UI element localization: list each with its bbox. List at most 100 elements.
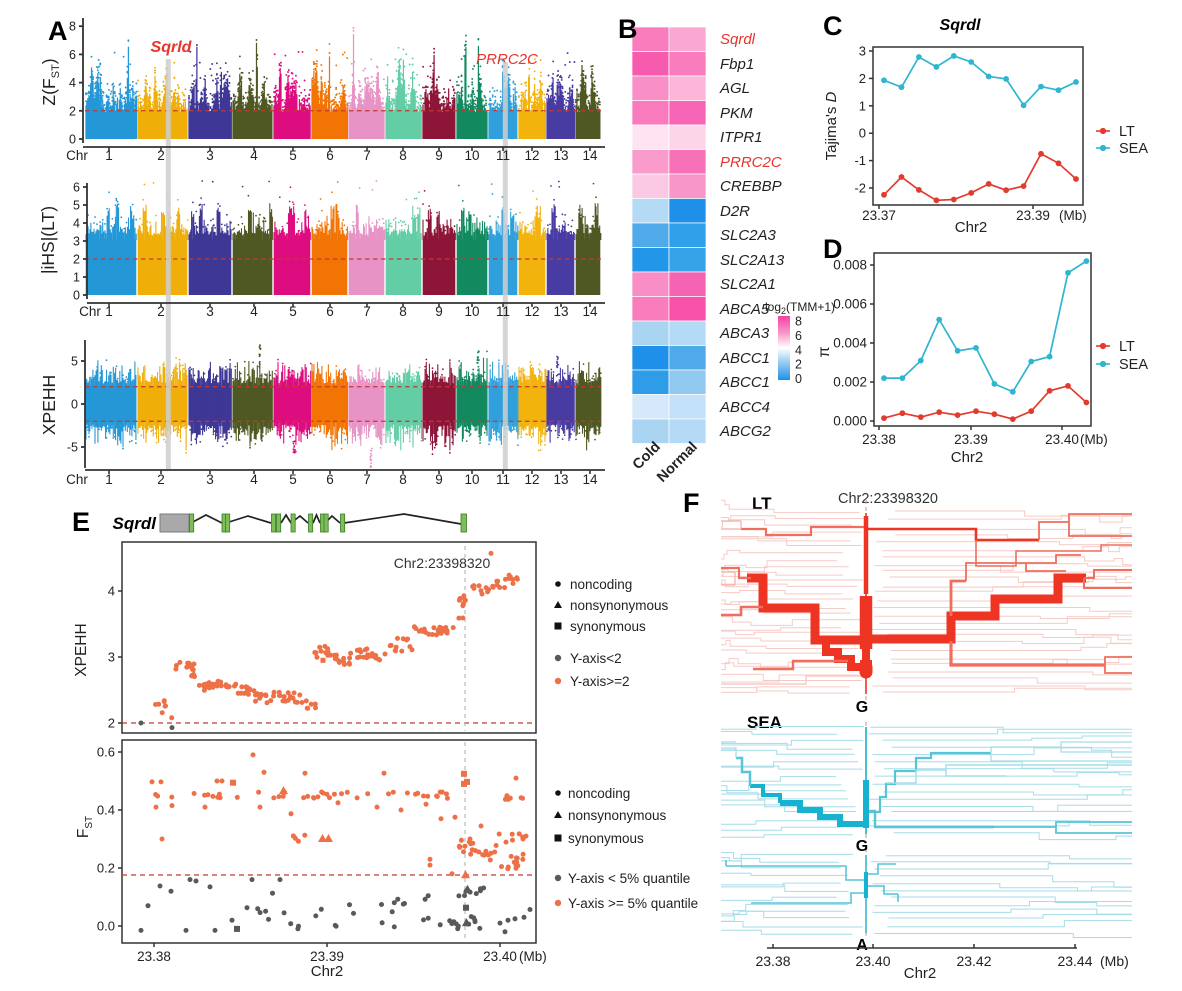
- svg-text:4: 4: [250, 472, 258, 487]
- svg-text:XPEHH: XPEHH: [73, 623, 90, 676]
- svg-text:Y-axis>=2: Y-axis>=2: [570, 674, 630, 689]
- svg-text:6: 6: [795, 329, 802, 343]
- svg-text:6: 6: [326, 304, 334, 319]
- svg-text:2: 2: [108, 716, 115, 731]
- svg-text:23.40: 23.40: [1045, 432, 1079, 447]
- svg-text:|iHS|(LT): |iHS|(LT): [38, 206, 58, 274]
- svg-text:11: 11: [496, 148, 510, 163]
- svg-text:7: 7: [363, 304, 371, 319]
- svg-text:π: π: [816, 346, 833, 357]
- svg-text:SLC2A1: SLC2A1: [720, 276, 776, 293]
- svg-text:Fbp1: Fbp1: [720, 56, 754, 73]
- svg-text:ABCG2: ABCG2: [719, 423, 772, 440]
- svg-text:2: 2: [69, 104, 76, 118]
- svg-text:0: 0: [859, 126, 866, 141]
- svg-text:Y-axis < 5% quantile: Y-axis < 5% quantile: [568, 871, 690, 886]
- svg-text:1: 1: [105, 304, 113, 319]
- svg-text:14: 14: [582, 304, 598, 319]
- svg-text:2: 2: [795, 358, 802, 372]
- svg-text:9: 9: [435, 472, 443, 487]
- svg-text:Chr: Chr: [66, 148, 88, 163]
- svg-text:14: 14: [582, 472, 598, 487]
- svg-text:1: 1: [73, 271, 80, 285]
- svg-text:(Mb): (Mb): [1080, 432, 1108, 447]
- svg-text:-5: -5: [67, 441, 78, 455]
- svg-text:B: B: [618, 14, 638, 44]
- svg-text:Tajima's D: Tajima's D: [823, 91, 840, 160]
- svg-text:10: 10: [464, 304, 479, 319]
- svg-text:8: 8: [399, 304, 407, 319]
- svg-text:noncoding: noncoding: [568, 786, 630, 801]
- svg-text:2: 2: [73, 253, 80, 267]
- svg-text:Chr2:23398320: Chr2:23398320: [394, 555, 491, 571]
- svg-text:12: 12: [524, 304, 539, 319]
- svg-text:ABCA5: ABCA5: [719, 301, 770, 318]
- svg-text:23.38: 23.38: [137, 949, 171, 964]
- svg-text:synonymous: synonymous: [570, 619, 646, 634]
- svg-text:0.4: 0.4: [97, 803, 115, 818]
- svg-text:Chr2: Chr2: [955, 219, 988, 236]
- svg-text:23.39: 23.39: [954, 432, 988, 447]
- svg-text:0.6: 0.6: [97, 745, 115, 760]
- svg-text:9: 9: [435, 304, 443, 319]
- svg-text:LT: LT: [1119, 339, 1135, 355]
- svg-text:7: 7: [363, 148, 371, 163]
- svg-text:23.44: 23.44: [1057, 953, 1092, 969]
- svg-text:Chr2: Chr2: [904, 965, 937, 982]
- svg-text:SLC2A13: SLC2A13: [720, 252, 785, 269]
- svg-text:4: 4: [795, 343, 802, 357]
- svg-text:1: 1: [105, 148, 113, 163]
- svg-text:D2R: D2R: [720, 203, 750, 220]
- svg-text:0: 0: [73, 289, 80, 303]
- svg-text:Sqrdl: Sqrdl: [113, 514, 158, 533]
- svg-text:PRRC2C: PRRC2C: [476, 51, 538, 68]
- svg-text:E: E: [72, 507, 90, 537]
- svg-text:1: 1: [859, 98, 866, 113]
- svg-text:5: 5: [73, 199, 80, 213]
- svg-text:0.008: 0.008: [833, 258, 867, 273]
- svg-text:13: 13: [553, 304, 568, 319]
- svg-text:8: 8: [795, 315, 802, 329]
- svg-text:Chr2: Chr2: [311, 963, 344, 980]
- svg-text:6: 6: [326, 472, 334, 487]
- svg-text:(Mb): (Mb): [1059, 208, 1087, 223]
- svg-text:3: 3: [108, 650, 115, 665]
- svg-text:Chr2:23398320: Chr2:23398320: [838, 491, 938, 507]
- svg-text:(Mb): (Mb): [1100, 953, 1129, 969]
- svg-text:Sqrld: Sqrld: [151, 39, 193, 56]
- svg-text:8: 8: [69, 20, 76, 34]
- svg-text:7: 7: [363, 472, 371, 487]
- svg-text:14: 14: [582, 148, 598, 163]
- svg-text:8: 8: [399, 472, 407, 487]
- svg-text:23.37: 23.37: [862, 208, 896, 223]
- svg-text:11: 11: [496, 304, 510, 319]
- svg-text:SEA: SEA: [1119, 141, 1148, 157]
- svg-text:PKM: PKM: [720, 105, 753, 122]
- svg-text:4: 4: [250, 148, 258, 163]
- svg-text:nonsynonymous: nonsynonymous: [570, 598, 669, 613]
- svg-text:A: A: [856, 937, 868, 954]
- svg-text:A: A: [48, 16, 68, 46]
- svg-text:23.38: 23.38: [755, 953, 790, 969]
- svg-text:ABCC1: ABCC1: [719, 350, 770, 367]
- svg-text:1: 1: [105, 472, 113, 487]
- svg-text:6: 6: [326, 148, 334, 163]
- svg-text:G: G: [856, 699, 868, 716]
- svg-text:12: 12: [524, 148, 539, 163]
- svg-text:10: 10: [464, 148, 479, 163]
- svg-text:12: 12: [524, 472, 539, 487]
- svg-text:-2: -2: [854, 181, 866, 196]
- svg-text:11: 11: [496, 472, 510, 487]
- svg-text:10: 10: [464, 472, 479, 487]
- svg-text:3: 3: [73, 235, 80, 249]
- svg-text:0: 0: [795, 372, 802, 386]
- svg-text:23.40: 23.40: [483, 949, 517, 964]
- svg-text:3: 3: [206, 148, 214, 163]
- svg-text:CREBBP: CREBBP: [720, 178, 782, 195]
- svg-text:0.002: 0.002: [833, 375, 867, 390]
- svg-text:XPEHH: XPEHH: [39, 375, 59, 435]
- svg-text:Y-axis >= 5% quantile: Y-axis >= 5% quantile: [568, 896, 698, 911]
- svg-text:Sqrdl: Sqrdl: [720, 31, 756, 48]
- svg-text:23.39: 23.39: [1016, 208, 1050, 223]
- svg-text:5: 5: [289, 304, 297, 319]
